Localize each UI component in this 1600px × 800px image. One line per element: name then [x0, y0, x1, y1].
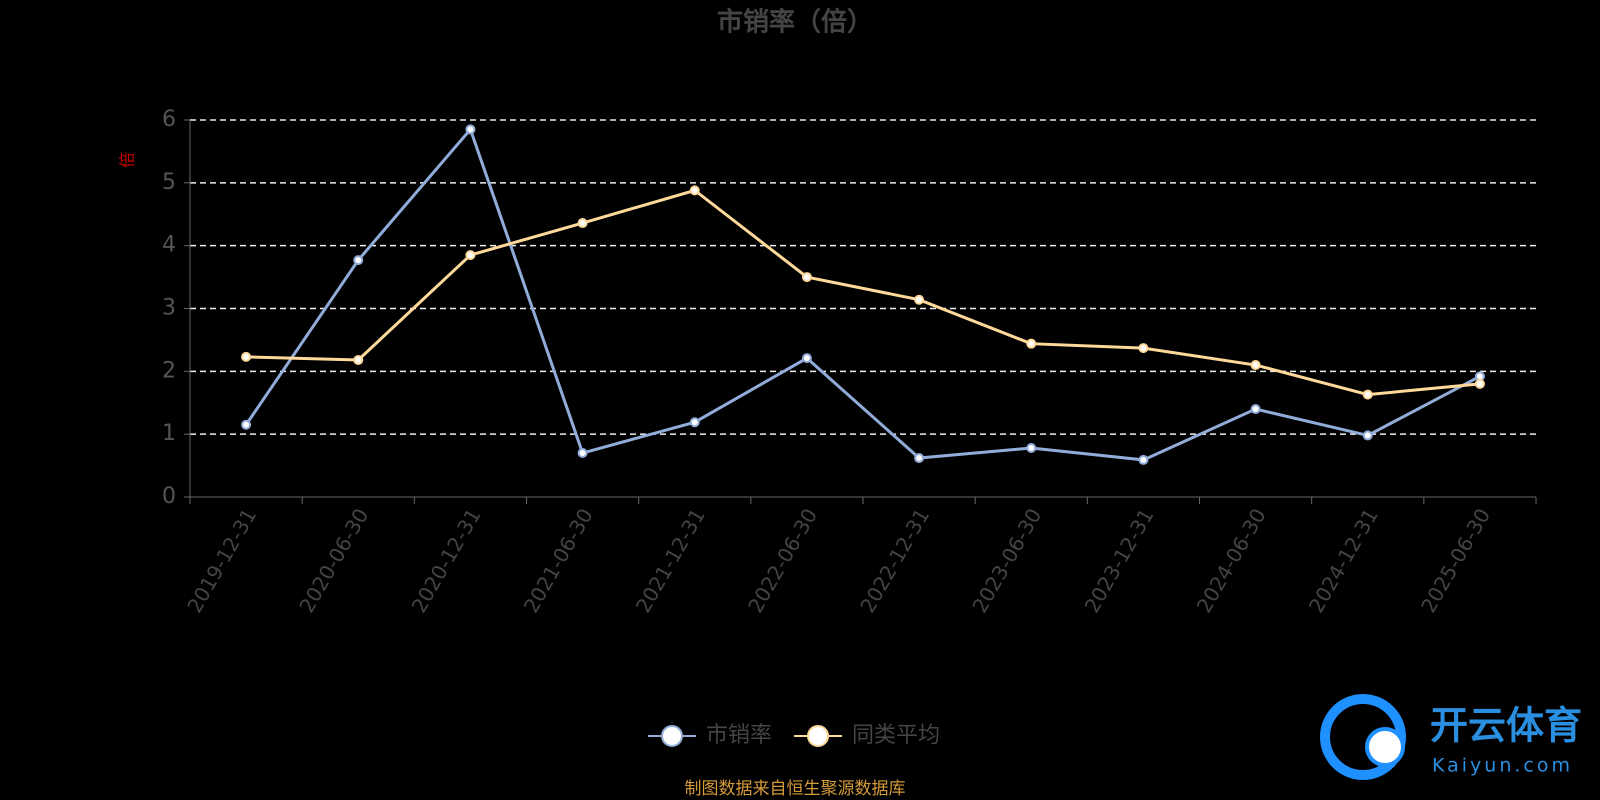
data-point — [241, 419, 252, 430]
y-axis-label: 倍 — [118, 152, 137, 168]
watermark-brand: 开云体育 — [1430, 704, 1582, 748]
data-point — [1362, 430, 1373, 441]
data-point — [1362, 389, 1373, 400]
data-point — [1138, 454, 1149, 465]
data-point — [353, 255, 364, 266]
data-point — [353, 355, 364, 366]
watermark: 开云体育 Kaiyun.com — [1320, 694, 1582, 780]
data-point — [689, 417, 700, 428]
legend-marker — [807, 725, 830, 747]
data-point — [914, 294, 925, 305]
chart-title: 市销率（倍） — [717, 7, 873, 38]
data-point — [1138, 343, 1149, 354]
data-point — [577, 218, 588, 229]
legend-label: 市销率 — [706, 723, 772, 748]
data-point — [577, 448, 588, 459]
data-point — [1250, 360, 1261, 371]
legend-item: 市销率 — [648, 723, 772, 748]
data-point — [801, 353, 812, 364]
data-point — [465, 250, 476, 261]
y-tick-label: 0 — [162, 484, 176, 509]
data-point — [1250, 404, 1261, 415]
y-tick-label: 3 — [162, 296, 176, 321]
data-point — [241, 351, 252, 362]
y-tick-label: 4 — [162, 233, 176, 258]
data-point — [914, 453, 925, 464]
legend-item: 同类平均 — [794, 723, 940, 748]
watermark-site: Kaiyun.com — [1432, 755, 1573, 777]
series-line — [246, 188, 1481, 397]
legend-marker — [661, 725, 683, 747]
data-point — [689, 185, 700, 196]
series-line — [244, 126, 1481, 462]
y-tick-label: 2 — [162, 358, 176, 383]
data-point — [1026, 442, 1037, 453]
y-tick-label: 1 — [162, 421, 176, 446]
y-tick-label: 5 — [162, 170, 176, 195]
source-note: 制图数据来自恒生聚源数据库 — [685, 779, 906, 799]
logo-ball — [1365, 727, 1405, 767]
legend-label: 同类平均 — [852, 723, 940, 748]
y-tick-label: 6 — [162, 107, 176, 132]
data-point — [1026, 338, 1037, 349]
data-point — [1474, 378, 1485, 389]
data-point — [801, 272, 812, 283]
data-point — [465, 124, 476, 135]
